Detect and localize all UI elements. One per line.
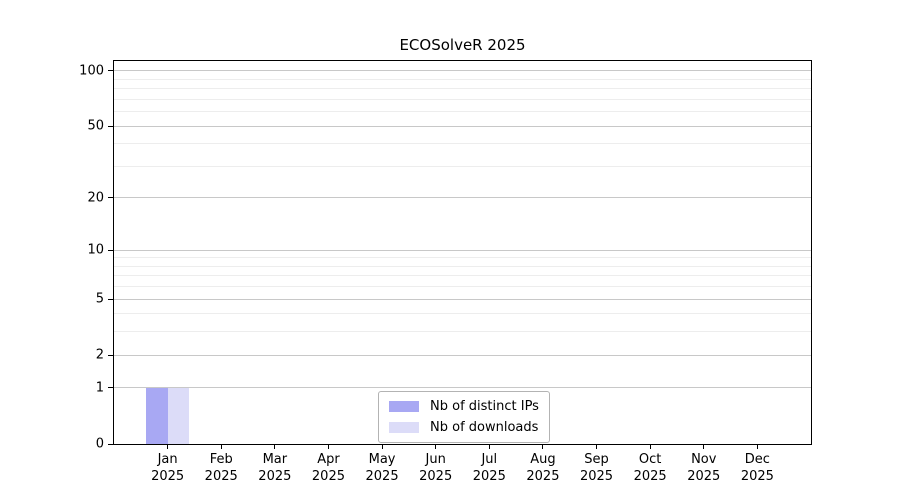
x-axis-tick-label: Jun 2025 [419, 452, 453, 484]
gridline-major [114, 354, 811, 356]
x-axis-tick-label: Sep 2025 [579, 452, 614, 484]
gridline-minor [114, 111, 811, 113]
plot-area: 0 1 2 5 10 20 50 100 Jan 2025 Feb 2025 Mar 2025 Apr… [79, 60, 812, 484]
gridline-minor [114, 78, 811, 80]
chart-title: ECOSolveR 2025 [399, 36, 526, 54]
y-axis-tick-label: 0 [95, 436, 104, 452]
x-axis-tick [274, 444, 276, 449]
gridline-minor [114, 165, 811, 167]
x-axis-tick-label: Jul 2025 [472, 452, 506, 484]
y-axis-tick-label: 1 [95, 380, 104, 396]
gridline-minor [114, 313, 811, 315]
x-axis-tick [435, 444, 437, 449]
x-axis-tick [327, 444, 329, 449]
bar-nb-of-distinct-ips-jan [146, 387, 168, 444]
x-axis-tick [649, 444, 651, 449]
gridline-major [114, 197, 811, 199]
gridline-minor [114, 98, 811, 100]
x-axis-tick-label: Jan 2025 [151, 452, 185, 484]
bar-nb-of-downloads-jan [167, 387, 190, 444]
x-axis-tick [381, 444, 383, 449]
y-axis-tick-label: 10 [87, 242, 104, 258]
x-axis-tick [756, 444, 758, 449]
y-axis-tick [108, 249, 114, 251]
gridline-minor [114, 286, 811, 288]
y-axis-tick [108, 298, 114, 300]
legend: Nb of distinct IPs Nb of downloads [378, 391, 550, 443]
y-axis-tick-label: 2 [95, 347, 104, 363]
legend-item-nb-of-distinct-ips: Nb of distinct IPs [389, 399, 539, 414]
legend-label-nb-of-downloads: Nb of downloads [430, 420, 539, 435]
x-axis-tick-label: Nov 2025 [687, 452, 721, 484]
gridline-minor [114, 143, 811, 145]
x-axis-tick-label: Mar 2025 [258, 452, 292, 484]
y-axis-tick-label: 20 [87, 190, 104, 206]
legend-item-nb-of-downloads: Nb of downloads [389, 420, 539, 435]
x-axis-tick [542, 444, 544, 449]
gridline-major [114, 249, 811, 251]
y-axis-tick [108, 387, 114, 389]
x-axis-tick [167, 444, 169, 449]
x-axis-tick-label: May 2025 [365, 452, 399, 484]
gridline-minor [114, 275, 811, 277]
y-axis-tick [108, 70, 114, 72]
x-axis-tick [703, 444, 705, 449]
legend-swatch-nb-of-downloads [389, 422, 419, 433]
legend-swatch-nb-of-distinct-ips [389, 401, 419, 412]
gridline-minor [114, 88, 811, 90]
x-axis-tick [596, 444, 598, 449]
gridline-major [114, 387, 811, 389]
y-axis-tick [108, 354, 114, 356]
gridline-minor [114, 331, 811, 333]
x-axis-tick [220, 444, 222, 449]
y-axis-tick [108, 197, 114, 199]
gridline-minor [114, 257, 811, 259]
y-axis-tick [108, 125, 114, 127]
x-axis-tick-label: Oct 2025 [633, 452, 667, 484]
gridline-minor [114, 265, 811, 267]
gridline-major [114, 298, 811, 300]
gridline-major [114, 125, 811, 127]
x-axis-tick-label: Apr 2025 [311, 452, 345, 484]
x-axis-tick [488, 444, 490, 449]
x-axis-tick-label: Feb 2025 [204, 452, 238, 484]
y-axis-tick-label: 100 [79, 63, 104, 79]
legend-label-nb-of-distinct-ips: Nb of distinct IPs [430, 399, 539, 414]
y-axis-tick-label: 5 [95, 291, 104, 307]
y-axis-tick [108, 443, 114, 445]
x-axis-tick-label: Aug 2025 [526, 452, 560, 484]
gridline-major [114, 70, 811, 72]
x-axis-tick-label: Dec 2025 [740, 452, 774, 484]
y-axis-tick-label: 50 [87, 118, 104, 134]
